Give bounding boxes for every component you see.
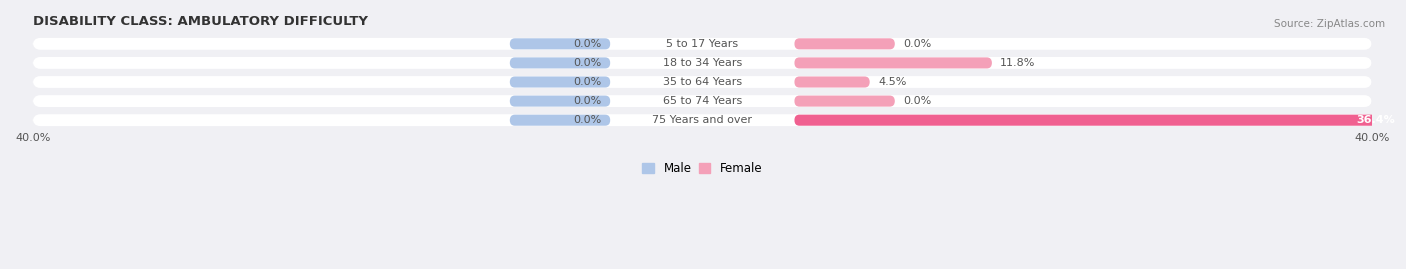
FancyBboxPatch shape: [794, 95, 894, 107]
Text: 0.0%: 0.0%: [903, 96, 931, 106]
FancyBboxPatch shape: [32, 114, 1372, 126]
FancyBboxPatch shape: [610, 38, 794, 49]
Text: 11.8%: 11.8%: [1000, 58, 1036, 68]
Text: 4.5%: 4.5%: [879, 77, 907, 87]
Text: 0.0%: 0.0%: [574, 115, 602, 125]
Text: 65 to 74 Years: 65 to 74 Years: [662, 96, 742, 106]
Text: Source: ZipAtlas.com: Source: ZipAtlas.com: [1274, 19, 1385, 29]
Text: 18 to 34 Years: 18 to 34 Years: [662, 58, 742, 68]
Text: 0.0%: 0.0%: [574, 39, 602, 49]
Legend: Male, Female: Male, Female: [643, 162, 762, 175]
Text: 36.4%: 36.4%: [1357, 115, 1395, 125]
FancyBboxPatch shape: [610, 96, 794, 107]
Text: 5 to 17 Years: 5 to 17 Years: [666, 39, 738, 49]
FancyBboxPatch shape: [32, 76, 1372, 88]
Text: 0.0%: 0.0%: [574, 96, 602, 106]
FancyBboxPatch shape: [610, 58, 794, 68]
FancyBboxPatch shape: [510, 38, 610, 49]
FancyBboxPatch shape: [610, 77, 794, 87]
FancyBboxPatch shape: [794, 57, 991, 68]
Text: 75 Years and over: 75 Years and over: [652, 115, 752, 125]
Text: DISABILITY CLASS: AMBULATORY DIFFICULTY: DISABILITY CLASS: AMBULATORY DIFFICULTY: [32, 15, 368, 28]
Text: 0.0%: 0.0%: [574, 77, 602, 87]
FancyBboxPatch shape: [510, 76, 610, 87]
FancyBboxPatch shape: [794, 38, 894, 49]
Text: 0.0%: 0.0%: [903, 39, 931, 49]
FancyBboxPatch shape: [794, 115, 1403, 126]
FancyBboxPatch shape: [32, 38, 1372, 50]
FancyBboxPatch shape: [610, 115, 794, 126]
FancyBboxPatch shape: [794, 76, 870, 87]
FancyBboxPatch shape: [510, 57, 610, 68]
FancyBboxPatch shape: [32, 57, 1372, 69]
FancyBboxPatch shape: [510, 95, 610, 107]
Text: 35 to 64 Years: 35 to 64 Years: [662, 77, 742, 87]
FancyBboxPatch shape: [510, 115, 610, 126]
FancyBboxPatch shape: [32, 95, 1372, 107]
Text: 0.0%: 0.0%: [574, 58, 602, 68]
